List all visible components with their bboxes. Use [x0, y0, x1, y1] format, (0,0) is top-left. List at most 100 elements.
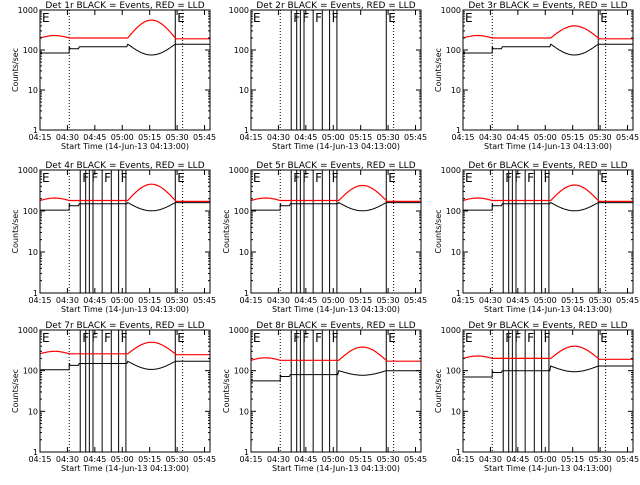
- x-tick-label: 04:30: [479, 455, 502, 464]
- interval-label: F: [293, 331, 300, 345]
- x-axis-label: Start Time (14-Jun-13 04:13:00): [61, 305, 189, 314]
- x-tick-label: 05:15: [561, 133, 584, 142]
- interval-label: F: [315, 11, 322, 25]
- plot-frame: [462, 329, 634, 453]
- y-axis-label: Counts/sec: [222, 369, 231, 413]
- x-tick-label: 05:00: [534, 455, 557, 464]
- x-axis-label: Start Time (14-Jun-13 04:13:00): [272, 464, 400, 473]
- events-series-line: [40, 201, 210, 212]
- interval-label: F: [332, 11, 339, 25]
- interval-label: E: [388, 171, 396, 185]
- y-axis-label: Counts/sec: [11, 48, 20, 92]
- x-tick-label: 04:15: [28, 133, 51, 142]
- interval-label: E: [42, 11, 50, 25]
- plot-frame: [250, 9, 422, 131]
- x-axis-label: Start Time (14-Jun-13 04:13:00): [61, 142, 189, 151]
- y-tick-label: 10: [28, 407, 38, 416]
- interval-label: F: [91, 171, 98, 185]
- x-tick-label: 05:00: [322, 296, 345, 305]
- x-tick-label: 05:15: [138, 133, 161, 142]
- x-tick-label: 05:15: [138, 455, 161, 464]
- plot-frame: [39, 9, 211, 131]
- interval-label: E: [388, 11, 396, 25]
- interval-label: F: [302, 171, 309, 185]
- x-axis-label: Start Time (14-Jun-13 04:13:00): [484, 464, 612, 473]
- lld-series-line: [250, 184, 421, 202]
- y-tick-label: 1: [456, 448, 461, 457]
- x-tick-label: 04:45: [294, 296, 317, 305]
- interval-label: E: [465, 11, 473, 25]
- x-tick-label: 05:30: [166, 455, 189, 464]
- x-tick-label: 05:45: [404, 296, 427, 305]
- interval-label: F: [302, 11, 309, 25]
- events-series-line: [251, 370, 421, 382]
- x-axis-label: Start Time (14-Jun-13 04:13:00): [61, 464, 189, 473]
- x-tick-label: 04:45: [294, 455, 317, 464]
- interval-label: E: [177, 171, 185, 185]
- x-tick-label: 04:30: [479, 296, 502, 305]
- plot-frame: [462, 169, 634, 294]
- y-tick-label: 1: [244, 448, 249, 457]
- y-tick-label: 10: [28, 248, 38, 257]
- interval-label: F: [315, 171, 322, 185]
- x-tick-label: 05:30: [377, 296, 400, 305]
- x-tick-label: 04:30: [267, 296, 290, 305]
- plot-frame: [250, 329, 422, 453]
- interval-label: F: [527, 331, 534, 345]
- y-axis-label: Counts/sec: [11, 209, 20, 253]
- x-tick-label: 05:00: [111, 455, 134, 464]
- x-tick-label: 04:30: [479, 133, 502, 142]
- y-tick-label: 1: [33, 448, 38, 457]
- interval-label: E: [600, 171, 608, 185]
- x-tick-label: 05:30: [377, 133, 400, 142]
- x-tick-label: 04:30: [267, 133, 290, 142]
- y-tick-label: 10: [239, 86, 249, 95]
- interval-label: F: [332, 171, 339, 185]
- plot-frame: [39, 169, 211, 294]
- y-axis-label: Counts/sec: [11, 369, 20, 413]
- x-tick-label: 05:45: [193, 455, 216, 464]
- x-tick-label: 04:15: [451, 455, 474, 464]
- panel-title: Det 2r BLACK = Events, RED = LLD: [256, 1, 415, 11]
- y-tick-label: 10: [451, 407, 461, 416]
- x-tick-label: 05:15: [349, 455, 372, 464]
- y-tick-label: 1: [456, 289, 461, 298]
- x-tick-label: 05:45: [616, 133, 639, 142]
- y-tick-label: 1000: [441, 326, 461, 335]
- interval-label: F: [293, 11, 300, 25]
- y-axis-label: Counts/sec: [222, 209, 231, 253]
- y-tick-label: 1000: [441, 166, 461, 175]
- x-tick-label: 04:15: [451, 296, 474, 305]
- y-tick-label: 100: [446, 367, 461, 376]
- y-tick-label: 1000: [229, 6, 249, 15]
- x-tick-label: 04:15: [239, 296, 262, 305]
- interval-label: F: [544, 331, 551, 345]
- interval-label: F: [121, 331, 128, 345]
- interval-label: E: [600, 331, 608, 345]
- y-tick-label: 1000: [229, 326, 249, 335]
- interval-label: F: [104, 331, 111, 345]
- interval-label: E: [42, 331, 50, 345]
- interval-label: E: [600, 11, 608, 25]
- interval-label: F: [514, 171, 521, 185]
- interval-label: F: [121, 171, 128, 185]
- interval-label: E: [177, 11, 185, 25]
- lld-series-line: [462, 184, 633, 202]
- events-series-line: [463, 201, 633, 212]
- x-tick-label: 04:30: [267, 455, 290, 464]
- x-tick-label: 04:45: [83, 133, 106, 142]
- x-tick-label: 05:00: [322, 455, 345, 464]
- lld-series-line: [462, 25, 633, 40]
- y-tick-label: 100: [234, 367, 249, 376]
- x-tick-label: 04:30: [56, 133, 79, 142]
- plot-frame: [39, 329, 211, 453]
- events-series-line: [251, 201, 421, 212]
